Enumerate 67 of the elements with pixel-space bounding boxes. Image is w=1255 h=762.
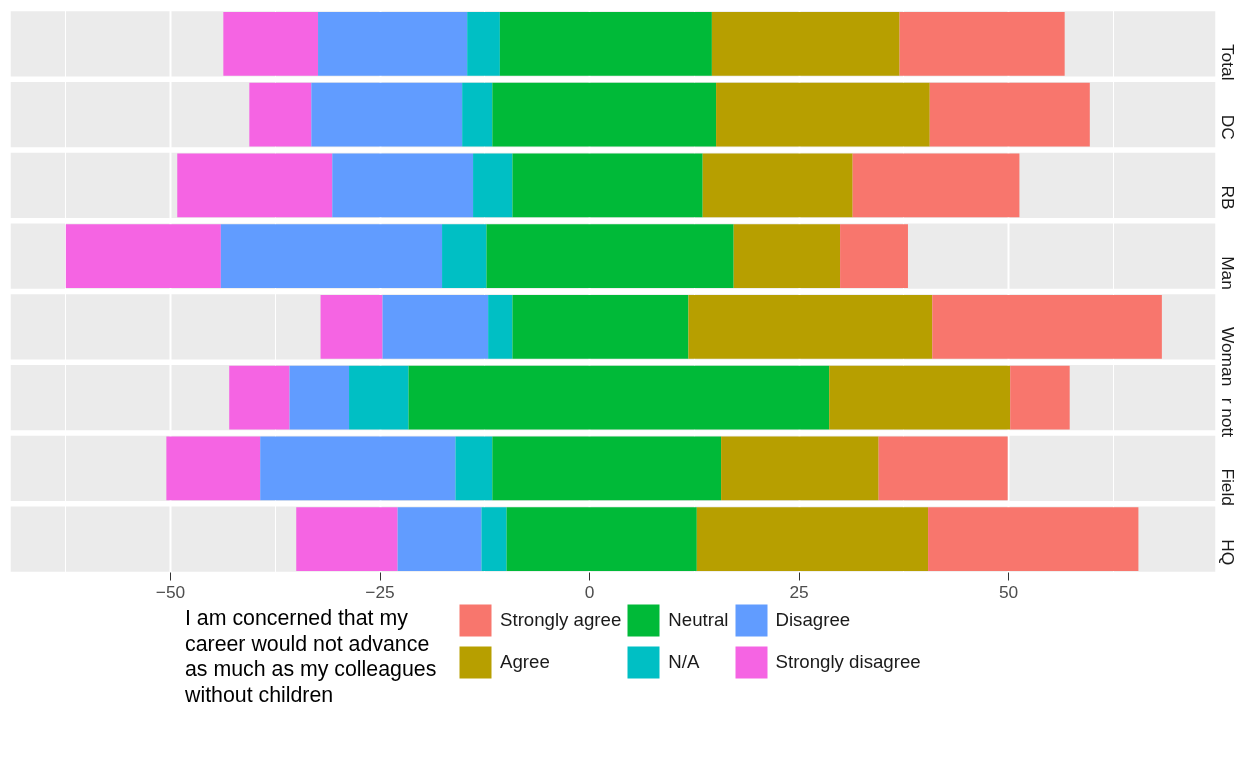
y-tick-label: r nott	[1217, 397, 1238, 438]
bar	[223, 12, 319, 76]
bar	[702, 153, 853, 218]
bar	[932, 295, 1162, 359]
bar	[382, 295, 489, 359]
y-tick-label: DC	[1217, 114, 1238, 140]
bar	[229, 365, 290, 430]
bar	[177, 153, 333, 218]
bar	[878, 436, 1008, 501]
x-tick-label: −50	[155, 581, 186, 602]
bar	[296, 507, 398, 571]
bar	[716, 82, 930, 147]
x-tick-label: 0	[584, 581, 595, 602]
bar	[220, 224, 443, 288]
bar	[929, 82, 1090, 147]
bar	[488, 295, 513, 359]
legend-title: I am concerned that my career would not advance as much as my colleagues without children	[185, 606, 438, 709]
bar	[166, 436, 261, 501]
bar	[467, 12, 500, 76]
bar	[829, 365, 1011, 430]
bar	[311, 82, 463, 147]
bar	[492, 82, 717, 147]
bar	[1010, 365, 1070, 430]
bar	[486, 224, 734, 288]
bar	[928, 507, 1139, 571]
bar	[512, 153, 703, 218]
y-tick-label: HQ	[1217, 539, 1238, 566]
bar	[899, 12, 1065, 76]
x-tick-label: 50	[998, 581, 1019, 602]
bar	[289, 365, 350, 430]
bar	[349, 365, 409, 430]
bar	[455, 436, 493, 501]
bar	[852, 153, 1020, 218]
bar	[492, 436, 722, 501]
legend-label: Agree	[500, 651, 550, 673]
y-tick-label: Field	[1217, 468, 1238, 506]
bar	[499, 12, 712, 76]
bar	[318, 12, 468, 76]
bar	[260, 436, 456, 501]
bar	[711, 12, 900, 76]
legend-label: Disagree	[775, 609, 851, 631]
bar	[481, 507, 507, 571]
bar	[688, 295, 933, 359]
y-tick-label: Man	[1217, 256, 1238, 290]
bar	[397, 507, 482, 571]
x-tick-label: −25	[365, 581, 395, 602]
y-tick-label: Total	[1217, 43, 1238, 81]
bar	[65, 224, 221, 288]
y-tick-label: RB	[1217, 185, 1238, 210]
legend-label: Strongly disagree	[775, 651, 921, 673]
bar	[696, 507, 929, 571]
bar	[332, 153, 474, 218]
y-tick-label: Woman	[1217, 326, 1238, 387]
bar	[840, 224, 908, 288]
bar	[512, 295, 689, 359]
legend-label: Neutral	[668, 609, 729, 631]
bar	[320, 295, 383, 359]
bar	[506, 507, 697, 571]
x-tick-label: 25	[789, 581, 809, 602]
legend-label: Strongly agree	[500, 609, 622, 631]
legend-label: N/A	[668, 651, 700, 673]
bar	[473, 153, 513, 218]
bar	[462, 82, 493, 147]
bar	[733, 224, 841, 288]
bar	[442, 224, 487, 288]
bar	[721, 436, 879, 501]
bar	[249, 82, 312, 147]
